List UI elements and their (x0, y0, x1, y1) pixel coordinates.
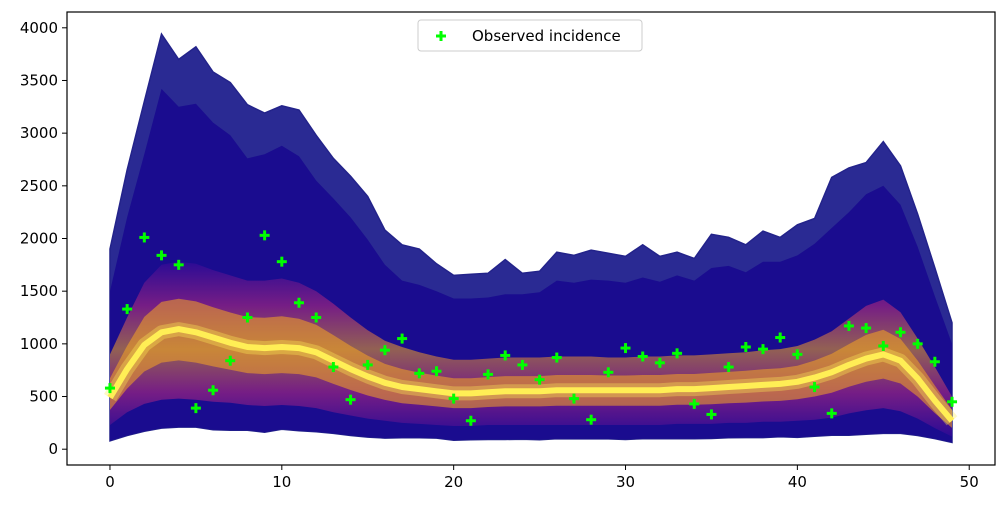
legend: Observed incidence (417, 19, 643, 52)
y-tick-label: 500 (29, 388, 58, 406)
observed-point (397, 333, 408, 344)
observed-point (259, 230, 270, 241)
observed-point (878, 340, 889, 351)
y-tick-label: 0 (48, 440, 58, 458)
observed-point (156, 250, 167, 261)
observed-point (483, 369, 494, 380)
observed-point (190, 403, 201, 414)
observed-point (328, 362, 339, 373)
x-tick-label: 30 (616, 473, 635, 491)
observed-point (104, 383, 115, 394)
observed-point (912, 338, 923, 349)
observed-point (775, 332, 786, 343)
observed-point (551, 352, 562, 363)
observed-point (122, 304, 133, 315)
x-tick-label: 20 (444, 473, 463, 491)
observed-point (465, 415, 476, 426)
observed-point (242, 312, 253, 323)
y-tick-label: 4000 (20, 19, 58, 37)
observed-point (826, 408, 837, 419)
y-tick-label: 3500 (20, 71, 58, 89)
observed-point (706, 409, 717, 420)
observed-point (362, 359, 373, 370)
observed-point (689, 398, 700, 409)
observed-point (225, 355, 236, 366)
observed-point (431, 366, 442, 377)
legend-box (417, 19, 643, 52)
observed-point (534, 374, 545, 385)
observed-point (208, 385, 219, 396)
observed-point (173, 259, 184, 270)
observed-point (740, 342, 751, 353)
y-tick-label: 2000 (20, 230, 58, 248)
plot-layer (103, 32, 958, 444)
observed-point (843, 320, 854, 331)
x-tick-label: 0 (105, 473, 115, 491)
observed-point (654, 357, 665, 368)
observed-point (500, 350, 511, 361)
observed-point (895, 327, 906, 338)
observed-point (603, 367, 614, 378)
observed-point (448, 393, 459, 404)
hot-density-band (110, 298, 952, 428)
observed-point (758, 344, 768, 355)
observed-point (586, 414, 597, 425)
observed-point (792, 349, 803, 360)
observed-point (723, 362, 734, 373)
observed-point (379, 345, 390, 356)
observed-point (568, 393, 579, 404)
observed-point (414, 368, 425, 379)
x-tick-label: 10 (272, 473, 291, 491)
observed-point (139, 232, 150, 243)
observed-point (929, 356, 940, 367)
observed-point (809, 382, 820, 393)
x-tick-label: 50 (960, 473, 979, 491)
x-tick-label: 40 (788, 473, 807, 491)
y-tick-label: 1000 (20, 335, 58, 353)
y-tick-label: 3000 (20, 124, 58, 142)
y-tick-label: 1500 (20, 282, 58, 300)
observed-point (294, 297, 304, 308)
observed-point (311, 312, 322, 323)
legend-marker-plus-icon (436, 31, 446, 41)
y-tick-label: 2500 (20, 177, 58, 195)
observed-point (345, 394, 356, 405)
median-line (107, 326, 955, 423)
observed-point (947, 396, 958, 407)
observed-point (637, 351, 648, 362)
observed-point (276, 256, 287, 267)
observed-point (861, 323, 872, 334)
observed-point (672, 348, 683, 359)
axes-layer: 0 10 20 30 40 5005001000150020002500300035004… (20, 11, 996, 491)
observed-point (620, 343, 631, 354)
observed-point (517, 359, 528, 370)
legend-label: Observed incidence (472, 27, 621, 45)
